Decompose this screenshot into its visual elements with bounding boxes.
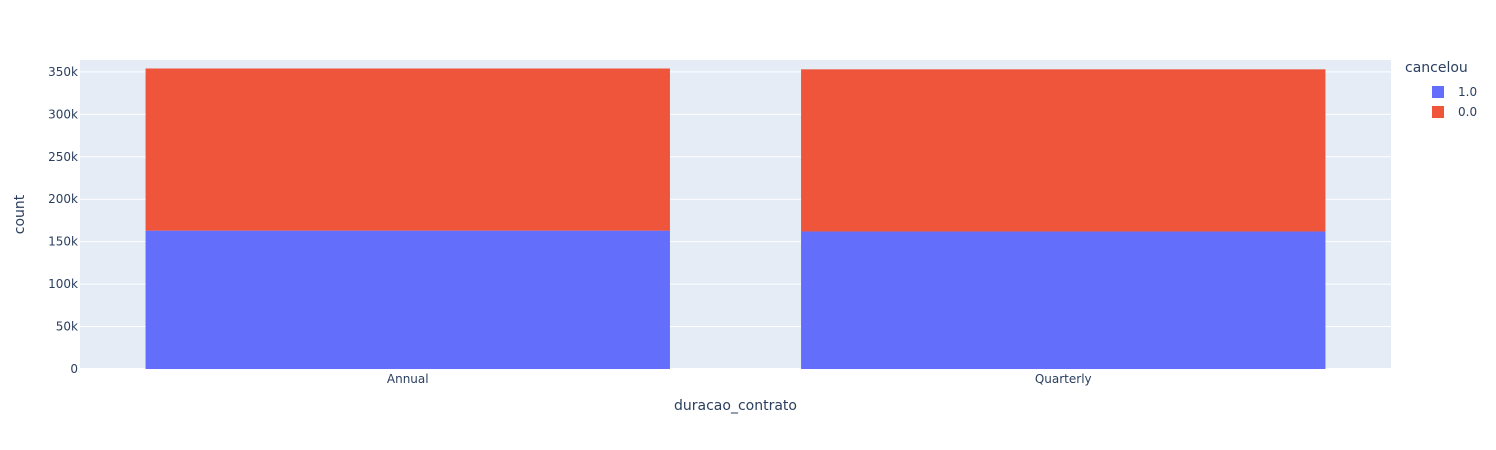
- y-axis-title: count: [12, 194, 28, 234]
- bars: [145, 68, 1326, 369]
- legend-items: 1.00.0: [1432, 85, 1477, 119]
- y-tick-label: 0: [70, 362, 78, 376]
- x-axis-title: duracao_contrato: [674, 398, 797, 414]
- legend-label-1: 0.0: [1458, 105, 1477, 119]
- y-tick-label: 250k: [48, 150, 78, 164]
- y-tick-label: 300k: [48, 107, 78, 121]
- x-tick-label: Quarterly: [1035, 372, 1092, 386]
- y-tick-label: 150k: [48, 235, 78, 249]
- y-tick-label: 50k: [56, 320, 78, 334]
- y-tick-label: 100k: [48, 277, 78, 291]
- legend-swatch-1: [1432, 106, 1444, 118]
- y-axis-ticks: 0 50k 100k 150k 200k 250k 300k 350k: [48, 65, 78, 376]
- y-tick-label: 350k: [48, 65, 78, 79]
- legend: cancelou 1.00.0: [1405, 60, 1477, 119]
- x-axis-ticks: Annual Quarterly: [387, 372, 1092, 386]
- x-tick-label: Annual: [387, 372, 429, 386]
- legend-swatch-0: [1432, 86, 1444, 98]
- bar-annual-series-0: [145, 230, 670, 369]
- bar-annual-series-1: [145, 68, 670, 231]
- bar-quarterly-series-1: [801, 69, 1326, 232]
- bar-quarterly-series-0: [801, 231, 1326, 369]
- legend-label-0: 1.0: [1458, 85, 1477, 99]
- legend-title: cancelou: [1405, 60, 1468, 76]
- y-tick-label: 200k: [48, 192, 78, 206]
